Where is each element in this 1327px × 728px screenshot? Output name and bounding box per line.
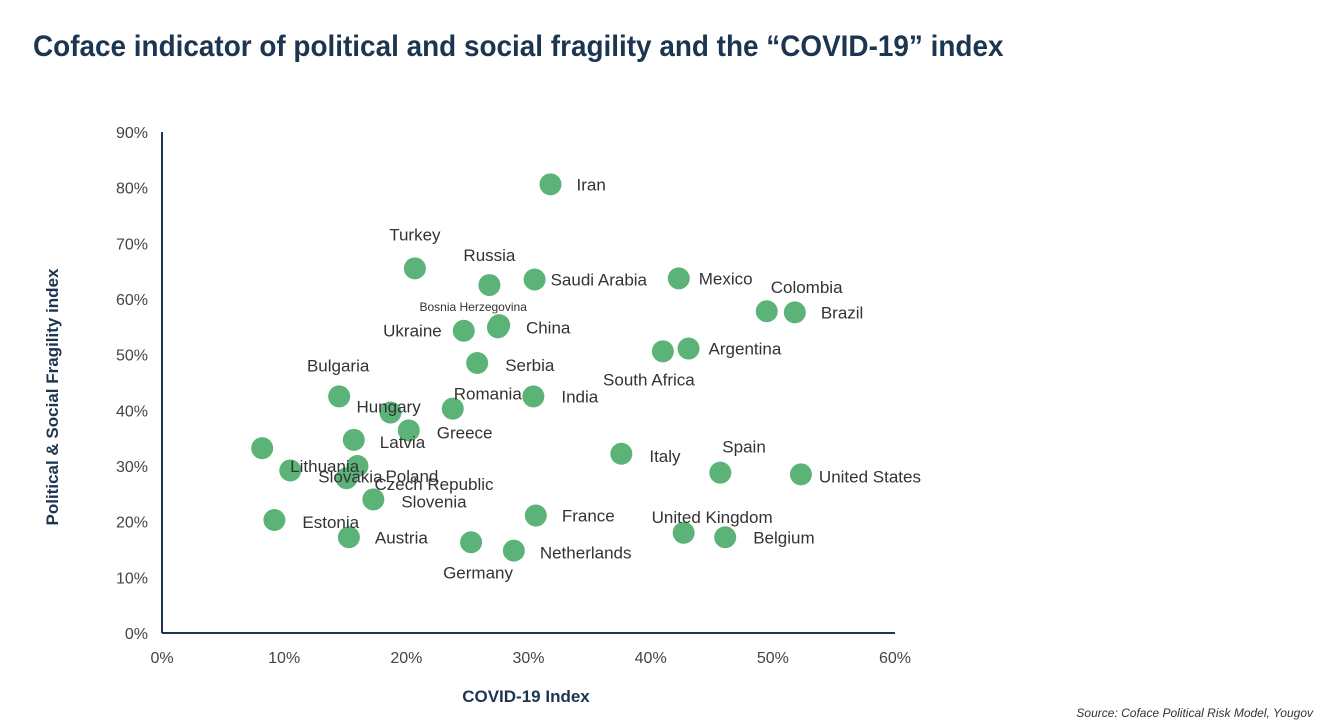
point-saudi-arabia [523,268,546,291]
point-hungary [379,401,402,424]
label-india: India [561,387,598,406]
data-points [251,173,812,562]
y-tick-label: 20% [116,515,148,532]
x-tick-label: 0% [150,650,173,667]
point-turkey [403,257,426,280]
point-estonia [263,508,286,531]
label-netherlands: Netherlands [540,544,632,563]
point-lithuania [251,437,274,460]
x-tick-label: 10% [268,650,300,667]
label-austria: Austria [375,528,428,547]
point-netherlands [502,539,525,562]
y-tick-label: 30% [116,459,148,476]
label-greece: Greece [437,423,493,442]
label-germany: Germany [443,563,513,582]
chart-title: Coface indicator of political and social… [33,30,1004,63]
point-brazil [783,301,806,324]
point-mexico [667,267,690,290]
label-italy: Italy [649,447,681,466]
y-tick-label: 10% [116,570,148,587]
label-russia: Russia [463,246,516,265]
label-iran: Iran [576,175,605,194]
x-tick-label: 60% [879,650,911,667]
y-tick-label: 50% [116,348,148,365]
x-axis-ticks: 0% 10% 20% 30% 40% 50% 60% [150,650,911,667]
label-bosnia-herzegovina: Bosnia Herzegovina [419,300,527,314]
label-lithuania: Lithuania [290,457,360,476]
x-axis-title: COVID-19 Index [462,687,590,706]
point-greece [397,419,420,442]
point-united-states [789,463,812,486]
point-india [522,385,545,408]
point-france [524,504,547,527]
point-austria [337,526,360,549]
label-estonia: Estonia [302,513,359,532]
point-belgium [714,526,737,549]
label-slovakia: Slovakia [318,467,383,486]
point-romania [441,397,464,420]
y-tick-label: 80% [116,181,148,198]
label-united-kingdom: United Kingdom [652,508,773,527]
label-slovenia: Slovenia [401,492,467,511]
label-bulgaria: Bulgaria [307,356,370,375]
y-axis-ticks: 0% 10% 20% 30% 40% 50% 60% 70% 80% 90% [116,125,148,643]
point-south-africa [651,340,674,363]
data-point-labels: Iran Turkey Russia Saudi Arabia Mexico Colomb… [290,175,921,582]
x-tick-label: 50% [757,650,789,667]
y-tick-label: 70% [116,236,148,253]
label-saudi-arabia: Saudi Arabia [551,271,648,290]
label-france: France [562,507,615,526]
x-tick-label: 40% [635,650,667,667]
x-tick-label: 30% [512,650,544,667]
point-germany [460,531,483,554]
y-tick-label: 0% [125,626,148,643]
label-mexico: Mexico [699,269,753,288]
label-hungary: Hungary [356,398,421,417]
label-south-africa: South Africa [603,370,695,389]
label-turkey: Turkey [389,225,441,244]
point-spain [709,461,732,484]
source-note: Source: Coface Political Risk Model, You… [1076,706,1313,720]
x-tick-label: 20% [390,650,422,667]
point-italy [610,442,633,465]
point-china [486,316,509,339]
point-russia [478,274,501,297]
label-poland: Poland [385,467,438,486]
y-tick-label: 40% [116,403,148,420]
point-slovakia [279,459,302,482]
label-united-states: United States [819,467,921,486]
point-slovenia [362,488,385,511]
point-czech-republic [335,467,358,490]
y-axis-title: Political & Social Fragility index [43,268,62,526]
point-bulgaria [328,385,351,408]
label-serbia: Serbia [505,356,555,375]
label-ukraine: Ukraine [383,322,442,341]
label-spain: Spain [722,438,765,457]
point-iran [539,173,562,196]
label-brazil: Brazil [821,303,864,322]
label-romania: Romania [454,385,523,404]
point-colombia [755,300,778,323]
label-colombia: Colombia [771,278,843,297]
label-latvia: Latvia [380,433,426,452]
y-tick-label: 60% [116,292,148,309]
label-argentina: Argentina [709,340,782,359]
point-ukraine [452,319,475,342]
y-tick-label: 90% [116,125,148,142]
point-united-kingdom [672,521,695,544]
label-czech-republic: Czech Republic [374,475,494,494]
label-belgium: Belgium [753,528,814,547]
point-argentina [677,337,700,360]
point-serbia [466,352,489,375]
label-china: China [526,318,571,337]
point-latvia [342,428,365,451]
